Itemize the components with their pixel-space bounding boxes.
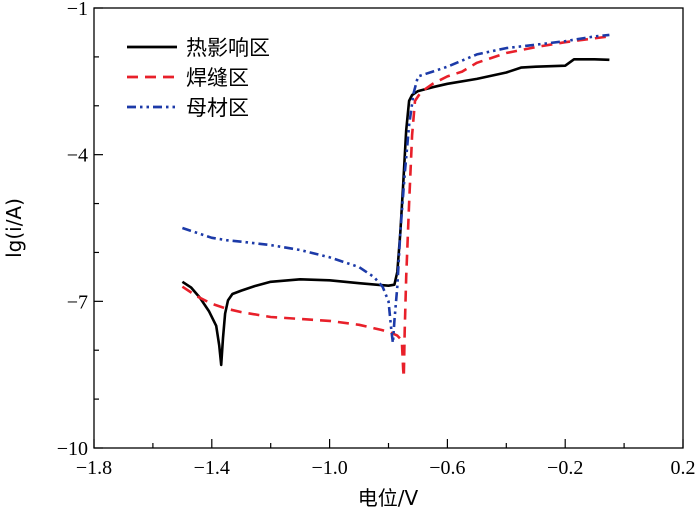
x-tick-label: −0.2 <box>547 457 583 479</box>
x-tick-label: −1.8 <box>76 457 112 479</box>
x-tick-label: −1.0 <box>311 457 347 479</box>
y-tick-label: −1 <box>67 0 88 20</box>
y-axis-title: lg(i/A) <box>2 198 26 258</box>
plot-frame <box>93 7 684 449</box>
x-tick-label: 0.2 <box>671 457 696 479</box>
y-tick-label: −7 <box>67 291 88 313</box>
series-line-2 <box>181 35 610 379</box>
legend-label-3: 母材区 <box>186 96 249 120</box>
series-line-3 <box>181 33 610 345</box>
axis-tick-labels: −1.8 −1.4 −1.0 −0.6 −0.2 0.2 −10 −7 −4 −1 <box>57 0 696 479</box>
series-line-1 <box>181 58 610 367</box>
y-tick-label: −10 <box>57 438 88 460</box>
x-axis-title: 电位/V <box>358 486 419 510</box>
legend-label-2: 焊缝区 <box>186 66 249 90</box>
data-series <box>181 33 610 379</box>
axis-ticks <box>93 7 684 449</box>
y-tick-label: −4 <box>67 145 88 167</box>
x-tick-label: −1.4 <box>194 457 230 479</box>
legend-label-1: 热影响区 <box>186 36 270 60</box>
x-tick-label: −0.6 <box>429 457 465 479</box>
